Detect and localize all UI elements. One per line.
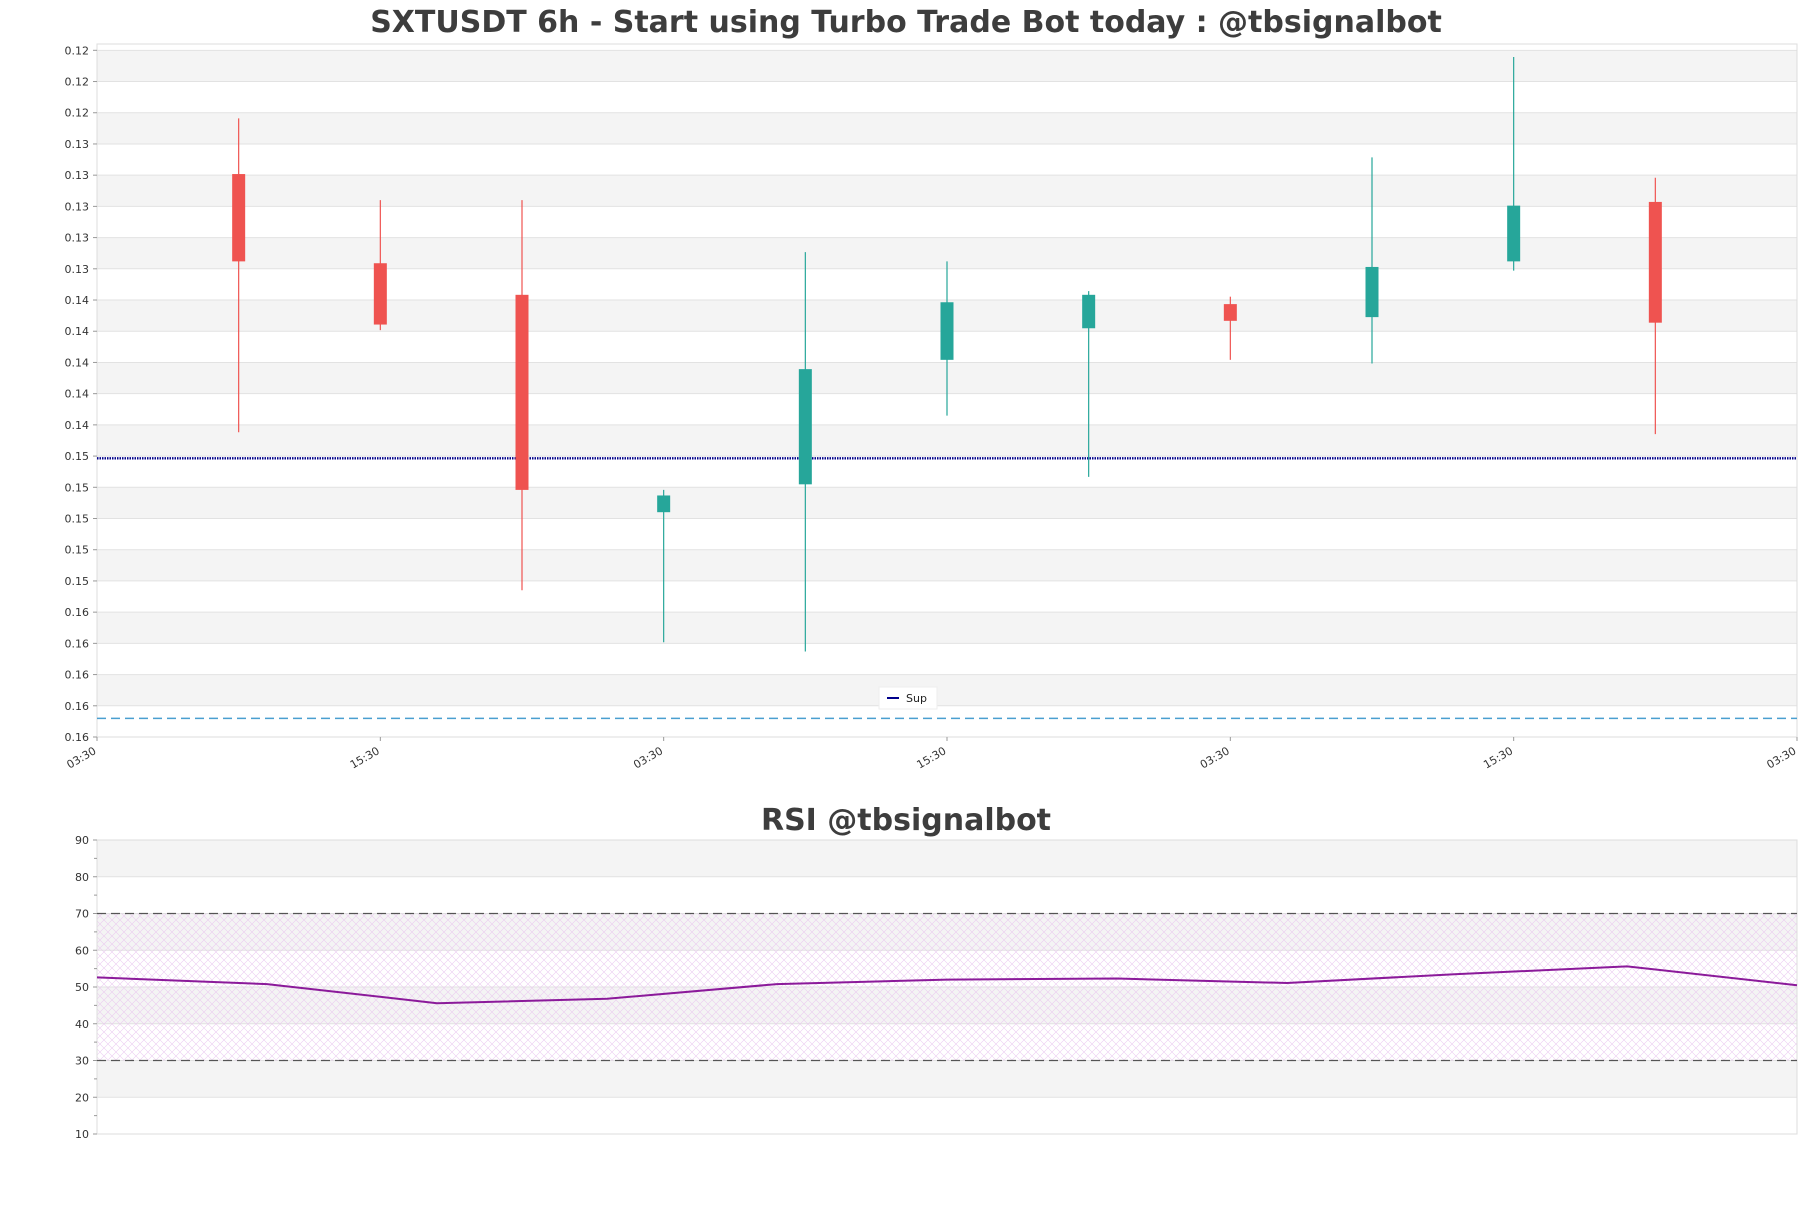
main-y-tick-label: 0.16 (65, 731, 90, 744)
main-y-ticks: 0.16 0.16 0.16 0.16 0.16 0.15 0.15 0.15 0.15 0.15… (65, 44, 97, 744)
main-y-tick-label: 0.13 (65, 169, 90, 182)
main-grid-band (97, 424, 1797, 457)
main-y-tick-label: 0.16 (65, 669, 90, 682)
legend-label-sup: Sup (906, 692, 927, 705)
candle (798, 252, 812, 652)
main-x-tick-label: 03:30 (1765, 744, 1799, 771)
main-grid-band (97, 112, 1797, 144)
main-y-tick-label: 0.15 (65, 450, 90, 463)
rsi-neutral-zone (97, 913, 1797, 1061)
candle-body (1507, 205, 1521, 262)
rsi-reference-lines (97, 912, 1797, 1062)
main-x-tick-label: 15:30 (1481, 744, 1515, 771)
main-x-tick-label: 03:30 (1198, 744, 1232, 771)
rsi-y-tick-label: 60 (75, 944, 89, 957)
main-x-tick-label: 03:30 (65, 744, 99, 771)
main-y-tick-label: 0.16 (65, 700, 90, 713)
candle (657, 489, 671, 643)
rsi-y-tick-label: 10 (75, 1128, 89, 1141)
main-y-tick-label: 0.15 (65, 481, 90, 494)
main-y-tick-label: 0.13 (65, 263, 90, 276)
main-x-ticks: 03:30 15:30 03:30 15:30 03:30 15:30 03:30 (65, 737, 1799, 771)
candle-body (657, 495, 671, 513)
rsi-y-tick-label: 40 (75, 1018, 89, 1031)
candle (940, 261, 954, 416)
main-x-tick-label: 15:30 (348, 744, 382, 771)
rsi-chart-title: RSI @tbsignalbot (761, 803, 1051, 838)
candle-body (1223, 304, 1237, 321)
rsi-y-tick-label: 80 (75, 871, 89, 884)
rsi-series (96, 965, 1798, 1005)
candle (373, 200, 387, 331)
main-grid-band (97, 549, 1797, 581)
candle (232, 118, 246, 433)
main-grid-band (97, 175, 1797, 207)
main-grid-band (97, 674, 1797, 706)
candle-body (1365, 266, 1379, 318)
main-y-tick-label: 0.15 (65, 513, 90, 526)
main-chart-title: SXTUSDT 6h - Start using Turbo Trade Bot… (370, 5, 1442, 40)
main-x-tick-label: 03:30 (631, 744, 665, 771)
main-y-tick-label: 0.16 (65, 637, 90, 650)
main-y-tick-label: 0.14 (65, 419, 90, 432)
candle-body (940, 302, 954, 360)
candle (515, 200, 529, 591)
rsi-grid-band (97, 1060, 1797, 1098)
candle (1223, 296, 1237, 360)
legend: Sup (878, 686, 938, 710)
candles (232, 57, 1662, 652)
rsi-y-tick-label: 50 (75, 981, 89, 994)
rsi-grid-band (97, 840, 1797, 877)
main-y-tick-label: 0.15 (65, 544, 90, 557)
main-y-tick-label: 0.13 (65, 200, 90, 213)
rsi-y-tick-label: 70 (75, 908, 89, 921)
candle (1507, 57, 1521, 271)
candle (1365, 157, 1379, 364)
main-y-tick-label: 0.12 (65, 76, 90, 89)
main-y-tick-label: 0.13 (65, 232, 90, 245)
rsi-y-tick-label: 30 (75, 1055, 89, 1068)
candle-body (798, 369, 812, 485)
main-y-tick-label: 0.14 (65, 356, 90, 369)
main-y-tick-label: 0.15 (65, 575, 90, 588)
rsi-y-tick-label: 90 (75, 834, 89, 847)
rsi-line (96, 965, 1798, 1005)
rsi-grid-bands (97, 840, 1797, 1135)
candle-body (232, 174, 246, 262)
candle-body (515, 294, 529, 490)
main-y-tick-label: 0.13 (65, 138, 90, 151)
rsi-y-ticks: 90 80 70 60 50 40 30 20 10 (75, 834, 97, 1141)
main-y-tick-label: 0.12 (65, 44, 90, 57)
candle-body (1082, 294, 1096, 329)
main-grid-band (97, 50, 1797, 82)
legend-box (878, 686, 938, 710)
main-grid-band (97, 612, 1797, 644)
main-y-tick-label: 0.16 (65, 606, 90, 619)
main-x-tick-label: 15:30 (915, 744, 949, 771)
main-y-tick-label: 0.12 (65, 107, 90, 120)
main-reference-lines (97, 457, 1797, 720)
rsi-y-tick-label: 20 (75, 1091, 89, 1104)
candle-body (373, 263, 387, 325)
candle (1648, 177, 1662, 435)
main-y-tick-label: 0.14 (65, 325, 90, 338)
main-y-tick-label: 0.14 (65, 294, 90, 307)
main-y-tick-label: 0.14 (65, 388, 90, 401)
candle (1082, 291, 1096, 477)
main-grid-band (97, 487, 1797, 519)
candle-body (1648, 201, 1662, 323)
